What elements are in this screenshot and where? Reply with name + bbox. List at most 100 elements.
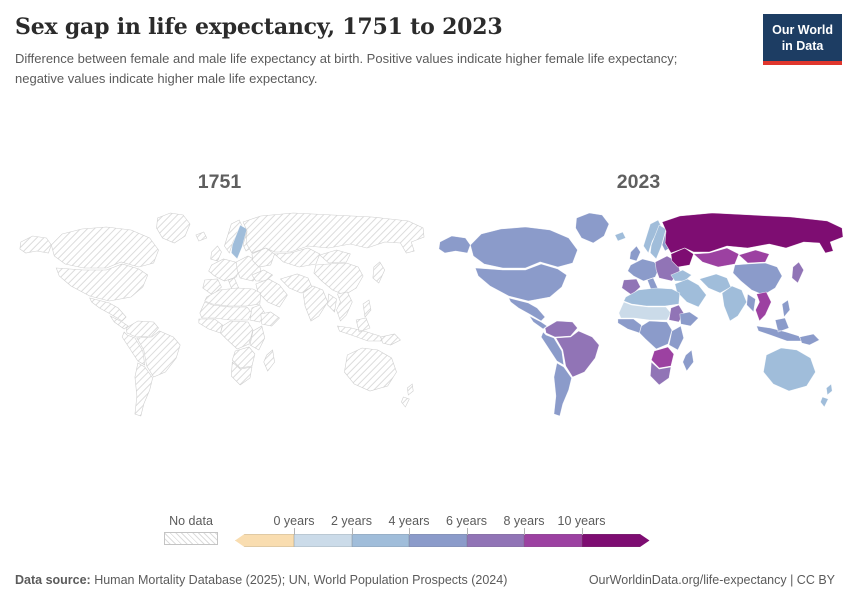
map-region-new-guinea[interactable]	[380, 333, 401, 346]
map-region-central-america[interactable]	[528, 315, 548, 330]
legend-tick-mark	[409, 528, 410, 535]
map-region-turkey[interactable]	[251, 269, 274, 282]
legend-nodata-label: No data	[169, 514, 213, 528]
map-region-canada[interactable]	[51, 226, 159, 269]
map-region-new-zealand[interactable]	[820, 383, 833, 408]
legend-bucket-2-4[interactable]	[351, 534, 409, 547]
legend-bucket-0-2[interactable]	[294, 534, 352, 547]
map-region-japan[interactable]	[791, 261, 805, 284]
map-region-horn-of-africa[interactable]	[260, 311, 280, 327]
map-region-southern-cone[interactable]	[553, 362, 572, 417]
map-region-china[interactable]	[732, 262, 783, 296]
map-region-greenland[interactable]	[156, 212, 191, 244]
map-region-alaska[interactable]	[19, 235, 52, 254]
map-region-peru-bolivia[interactable]	[121, 331, 146, 366]
legend-bucket-neg[interactable]	[235, 534, 294, 547]
map-region-myanmar[interactable]	[746, 293, 756, 313]
map-region-mongolia[interactable]	[319, 249, 351, 264]
map-region-uk[interactable]	[210, 245, 222, 262]
map-region-russia[interactable]	[242, 212, 425, 254]
map-region-australia[interactable]	[344, 347, 397, 392]
map-region-colombia-venezuela[interactable]	[125, 320, 159, 338]
map-region-philippines[interactable]	[362, 299, 372, 318]
map-region-greenland[interactable]	[575, 212, 610, 244]
map-region-madagascar[interactable]	[263, 349, 275, 372]
chart-subtitle: Difference between female and male life …	[15, 51, 678, 86]
world-map-2023[interactable]	[432, 209, 845, 424]
map-region-central-america[interactable]	[109, 315, 129, 330]
chart-header: Sex gap in life expectancy, 1751 to 2023…	[15, 14, 842, 88]
map-region-west-africa[interactable]	[617, 318, 642, 334]
map-region-west-europe[interactable]	[627, 258, 660, 282]
map-region-mexico[interactable]	[89, 297, 127, 322]
map-region-iberia[interactable]	[202, 278, 222, 296]
map-region-sweden[interactable]	[230, 224, 248, 260]
map-region-kazakhstan[interactable]	[692, 247, 740, 268]
map-region-alaska[interactable]	[438, 235, 471, 254]
map-region-madagascar[interactable]	[682, 349, 694, 372]
map-region-south-africa[interactable]	[230, 361, 253, 386]
legend-bucket-10+[interactable]	[581, 534, 650, 547]
map-region-peru-bolivia[interactable]	[540, 331, 565, 366]
map-region-west-africa[interactable]	[198, 318, 223, 334]
legend-bucket-6-8[interactable]	[466, 534, 524, 547]
map-region-north-africa[interactable]	[204, 287, 262, 307]
map-region-sweden[interactable]	[649, 224, 667, 260]
map-region-central-africa[interactable]	[220, 320, 254, 350]
map-region-myanmar[interactable]	[327, 293, 337, 313]
map-region-mongolia[interactable]	[738, 249, 770, 264]
map-region-thailand-vietnam[interactable]	[336, 291, 353, 322]
map-region-horn-of-africa[interactable]	[679, 311, 699, 327]
map-region-russia[interactable]	[661, 212, 844, 254]
map-region-japan[interactable]	[372, 261, 386, 284]
map-region-india[interactable]	[302, 285, 328, 322]
map-region-central-africa[interactable]	[639, 320, 673, 350]
map-region-australia[interactable]	[763, 347, 816, 392]
map-region-brazil[interactable]	[136, 330, 181, 378]
map-region-iceland[interactable]	[614, 231, 627, 242]
map-region-iceland[interactable]	[195, 231, 208, 242]
map-region-china[interactable]	[313, 262, 364, 296]
legend-bucket-8-10[interactable]	[524, 534, 582, 547]
map-region-turkey[interactable]	[670, 269, 693, 282]
map-region-colombia-venezuela[interactable]	[544, 320, 578, 338]
map-region-southern-cone[interactable]	[134, 362, 153, 417]
legend-tick-mark	[581, 528, 583, 535]
owid-logo-line2: in Data	[781, 39, 824, 54]
map-region-indonesia[interactable]	[756, 317, 803, 342]
map-region-usa[interactable]	[55, 263, 149, 302]
data-source-text: Human Mortality Database (2025); UN, Wor…	[90, 573, 508, 587]
data-source-label: Data source:	[15, 573, 91, 587]
legend-tick-label: 6 years	[446, 514, 487, 528]
legend-bucket-4-6[interactable]	[409, 534, 467, 547]
legend-tick-label: 10 years	[557, 514, 606, 528]
map-region-east-africa[interactable]	[249, 325, 266, 351]
map-region-namibia-botswana[interactable]	[650, 346, 675, 369]
map-region-canada[interactable]	[470, 226, 578, 269]
legend-tick-mark	[294, 528, 295, 535]
map-region-east-africa[interactable]	[668, 325, 685, 351]
map-region-new-zealand[interactable]	[401, 383, 414, 408]
map-region-namibia-botswana[interactable]	[231, 346, 256, 369]
map-region-uk[interactable]	[629, 245, 641, 262]
legend-nodata-swatch[interactable]	[164, 532, 218, 545]
footer-link[interactable]: OurWorldinData.org/life-expectancy | CC …	[588, 573, 835, 587]
owid-logo[interactable]: Our World in Data	[763, 14, 842, 65]
chart-title: Sex gap in life expectancy, 1751 to 2023	[15, 14, 503, 40]
map-region-mexico[interactable]	[508, 297, 546, 322]
world-map-1751[interactable]	[13, 209, 426, 424]
map-region-new-guinea[interactable]	[799, 333, 820, 346]
map-region-brazil[interactable]	[555, 330, 600, 378]
map-region-north-africa[interactable]	[623, 287, 681, 307]
map-region-south-africa[interactable]	[649, 361, 672, 386]
map-region-west-europe[interactable]	[208, 258, 241, 282]
map-region-indonesia[interactable]	[337, 317, 384, 342]
legend-tick-label: 8 years	[503, 514, 545, 528]
map-region-philippines[interactable]	[781, 299, 791, 318]
map-region-kazakhstan[interactable]	[273, 247, 321, 268]
map-region-india[interactable]	[721, 285, 747, 322]
legend-tick-label: 2 years	[331, 514, 372, 528]
map-region-thailand-vietnam[interactable]	[755, 291, 772, 322]
map-region-iberia[interactable]	[621, 278, 641, 296]
map-region-usa[interactable]	[474, 263, 568, 302]
